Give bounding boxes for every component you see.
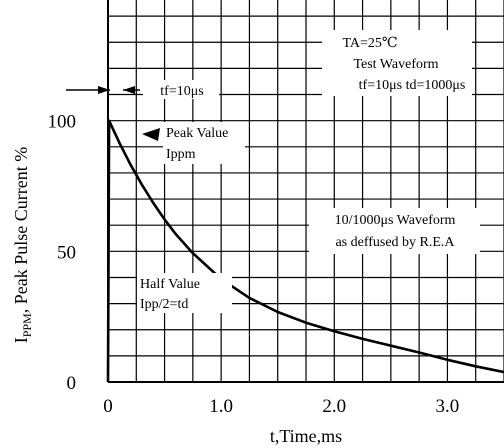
waveform-box (309, 208, 480, 254)
half-value-box (137, 273, 232, 313)
y-tick-label: 0 (67, 373, 77, 394)
y-axis-label: IPPM, Peak Pulse Current % (11, 147, 34, 344)
x-axis-label: t,Time,ms (270, 426, 342, 446)
peak-ippm-text: Ippm (166, 147, 196, 162)
test-waveform-text: Test Waveform (353, 57, 438, 72)
x-tick-labels: 0 1.0 2.0 3.0 (103, 396, 459, 417)
tf-label-box (143, 80, 219, 99)
peak-box (163, 122, 245, 164)
y-tick-label: 100 (48, 112, 77, 133)
test-conditions-box (322, 30, 472, 96)
x-tick-label: 3.0 (436, 396, 460, 417)
test-temp-text: TA=25℃ (342, 36, 397, 51)
peak-value-text: Peak Value (166, 126, 228, 141)
y-tick-labels: 0 50 100 150 (48, 0, 77, 394)
waveform-source-text: as deffused by R.E.A (335, 235, 455, 250)
x-tick-label: 0 (103, 396, 113, 417)
y-tick-label: 50 (57, 242, 76, 263)
x-tick-label: 1.0 (209, 396, 233, 417)
x-tick-label: 2.0 (322, 396, 346, 417)
tf-label: tf=10μs (160, 84, 203, 99)
tf-markers (66, 86, 140, 94)
waveform-text: 10/1000μs Waveform (335, 213, 456, 228)
half-value-formula: Ipp/2=td (140, 297, 188, 312)
test-timing-text: tf=10μs td=1000μs (359, 78, 466, 93)
y-tick-label: 150 (48, 0, 77, 2)
peak-arrow (142, 128, 160, 141)
half-value-text: Half Value (140, 277, 200, 292)
